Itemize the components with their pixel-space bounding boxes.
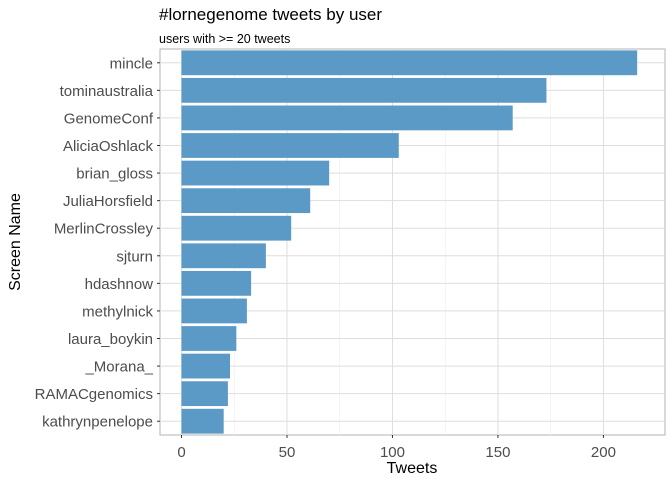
bar bbox=[181, 188, 311, 214]
x-tick-label: 150 bbox=[485, 444, 510, 461]
y-axis-label: Screen Name bbox=[7, 193, 24, 291]
bar bbox=[181, 326, 237, 351]
y-tick-label: brian_gloss bbox=[76, 166, 153, 183]
y-tick-label: hdashnow bbox=[85, 276, 154, 293]
y-tick-label: AliciaOshlack bbox=[63, 138, 154, 155]
bar bbox=[181, 381, 228, 407]
x-tick-labels: 0 50 100 150 200 bbox=[177, 435, 616, 461]
bar bbox=[181, 270, 252, 296]
y-tick-label: methylnick bbox=[82, 303, 153, 320]
chart-title: #lornegenome tweets by user bbox=[159, 5, 382, 24]
bar bbox=[181, 408, 224, 434]
bar bbox=[181, 298, 247, 324]
y-tick-label: sjturn bbox=[116, 248, 153, 265]
bar bbox=[181, 243, 266, 269]
chart-subtitle: users with >= 20 tweets bbox=[159, 32, 290, 46]
y-tick-label: kathrynpenelope bbox=[42, 414, 153, 431]
bar bbox=[181, 215, 292, 241]
bar bbox=[181, 353, 231, 379]
bar bbox=[181, 105, 513, 131]
x-tick-label: 0 bbox=[177, 444, 185, 461]
y-tick-label: GenomeConf bbox=[64, 110, 154, 127]
y-tick-label: laura_boykin bbox=[68, 331, 153, 348]
x-axis-label: Tweets bbox=[387, 460, 438, 477]
y-tick-label: MerlinCrossley bbox=[54, 221, 154, 238]
x-tick-label: 100 bbox=[380, 444, 405, 461]
bar bbox=[181, 160, 330, 186]
y-tick-label: tominaustralia bbox=[60, 83, 154, 100]
y-tick-label: _Morana_ bbox=[84, 359, 153, 376]
bar bbox=[181, 77, 547, 103]
y-tick-label: mincle bbox=[110, 55, 153, 72]
x-tick-label: 200 bbox=[591, 444, 616, 461]
y-tick-label: RAMACgenomics bbox=[35, 386, 153, 403]
x-tick-label: 50 bbox=[279, 444, 296, 461]
bars bbox=[181, 50, 638, 434]
bar bbox=[181, 133, 399, 158]
bar bbox=[181, 50, 638, 76]
y-tick-labels: mincle tominaustralia GenomeConf AliciaOshl… bbox=[35, 55, 160, 431]
y-tick-label: JuliaHorsfield bbox=[63, 193, 153, 210]
